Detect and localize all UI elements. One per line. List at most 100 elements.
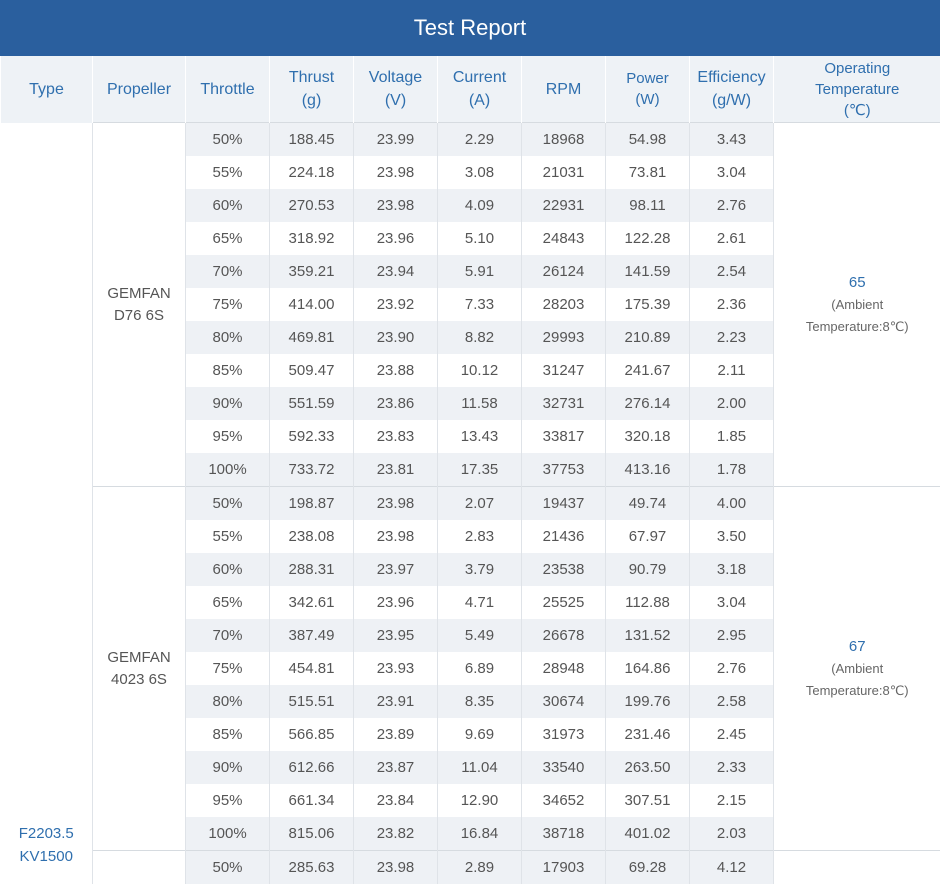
efficiency-cell: 2.61 <box>689 222 774 255</box>
thrust-cell: 509.47 <box>269 354 354 387</box>
table-row: 70% 387.49 23.95 5.49 26678 131.52 2.95 <box>1 619 940 652</box>
throttle-cell: 55% <box>185 520 270 553</box>
rpm-cell: 28203 <box>521 288 606 321</box>
power-cell: 210.89 <box>605 321 690 354</box>
rpm-cell: 29993 <box>521 321 606 354</box>
temperature-value: 65 <box>848 273 866 291</box>
ambient-temperature-note: (Ambient <box>831 660 884 676</box>
current-cell: 5.10 <box>437 222 522 255</box>
thrust-cell: 566.85 <box>269 718 354 751</box>
voltage-cell: 23.98 <box>353 520 438 553</box>
efficiency-cell: 3.18 <box>689 553 774 586</box>
thrust-cell: 359.21 <box>269 255 354 288</box>
voltage-cell: 23.97 <box>353 553 438 586</box>
current-cell: 2.83 <box>437 520 522 553</box>
operating-temperature-cell <box>773 850 940 884</box>
efficiency-cell: 2.03 <box>689 817 774 851</box>
ambient-temperature-note: Temperature:8℃) <box>805 318 909 334</box>
throttle-cell: 50% <box>185 486 270 520</box>
propeller-label: 4023 6S <box>111 670 167 688</box>
efficiency-cell: 2.36 <box>689 288 774 321</box>
temperature-value: 67 <box>848 637 866 655</box>
table-row: 90% 551.59 23.86 11.58 32731 276.14 2.00 <box>1 387 940 420</box>
throttle-cell: 60% <box>185 553 270 586</box>
rpm-cell: 34652 <box>521 784 606 817</box>
header-temperature: Operating Temperature (℃) <box>773 56 940 123</box>
throttle-cell: 50% <box>185 122 270 156</box>
throttle-cell: 60% <box>185 189 270 222</box>
current-cell: 16.84 <box>437 817 522 851</box>
power-cell: 413.16 <box>605 453 690 487</box>
table-row: 90% 612.66 23.87 11.04 33540 263.50 2.33 <box>1 751 940 784</box>
current-cell: 3.08 <box>437 156 522 189</box>
table-row: GEMFAN 4023 6S 50% 198.87 23.98 2.07 19437 49.7… <box>1 486 940 851</box>
table-row: 95% 592.33 23.83 13.43 33817 320.18 1.85 <box>1 420 940 453</box>
header-current: Current (A) <box>437 56 522 123</box>
ambient-temperature-note: Temperature:8℃) <box>805 682 909 698</box>
operating-temperature-cell: 65 (Ambient Temperature:8℃) <box>773 122 940 487</box>
voltage-cell: 23.98 <box>353 156 438 189</box>
header-propeller: Propeller <box>92 56 186 123</box>
propeller-cell <box>92 850 186 884</box>
table-row: F2203.5 KV1500 GEMFAN D76 6S 50% 188.45 23.99 2… <box>0 122 940 884</box>
table-row: 55% 238.08 23.98 2.83 21436 67.97 3.50 <box>1 520 940 553</box>
table-row: 85% 566.85 23.89 9.69 31973 231.46 2.45 <box>1 718 940 751</box>
efficiency-cell: 2.76 <box>689 652 774 685</box>
thrust-cell: 318.92 <box>269 222 354 255</box>
current-cell: 2.89 <box>437 850 522 884</box>
header-row: Type Propeller Throttle Thrust (g) Voltag… <box>0 56 940 123</box>
throttle-cell: 95% <box>185 420 270 453</box>
table-row: 100% 733.72 23.81 17.35 37753 413.16 1.78 <box>1 453 940 487</box>
table-row: 80% 469.81 23.90 8.82 29993 210.89 2.23 <box>1 321 940 354</box>
current-cell: 2.07 <box>437 486 522 520</box>
rpm-cell: 21031 <box>521 156 606 189</box>
thrust-cell: 414.00 <box>269 288 354 321</box>
motor-type-label: F2203.5 <box>18 825 74 842</box>
power-cell: 98.11 <box>605 189 690 222</box>
table-row: 65% 342.61 23.96 4.71 25525 112.88 3.04 <box>1 586 940 619</box>
rpm-cell: 26678 <box>521 619 606 652</box>
current-cell: 3.79 <box>437 553 522 586</box>
rpm-cell: 24843 <box>521 222 606 255</box>
power-cell: 276.14 <box>605 387 690 420</box>
voltage-cell: 23.91 <box>353 685 438 718</box>
efficiency-cell: 2.33 <box>689 751 774 784</box>
power-cell: 122.28 <box>605 222 690 255</box>
report-title: Test Report <box>0 0 940 56</box>
power-cell: 175.39 <box>605 288 690 321</box>
rpm-cell: 33540 <box>521 751 606 784</box>
propeller-cell: GEMFAN D76 6S <box>92 122 186 487</box>
power-cell: 263.50 <box>605 751 690 784</box>
table-row: 100% 815.06 23.82 16.84 38718 401.02 2.03 <box>1 817 940 851</box>
efficiency-cell: 2.11 <box>689 354 774 387</box>
efficiency-cell: 2.00 <box>689 387 774 420</box>
power-cell: 131.52 <box>605 619 690 652</box>
efficiency-cell: 2.58 <box>689 685 774 718</box>
table-row: 65% 318.92 23.96 5.10 24843 122.28 2.61 <box>1 222 940 255</box>
power-cell: 69.28 <box>605 850 690 884</box>
rpm-cell: 28948 <box>521 652 606 685</box>
voltage-cell: 23.88 <box>353 354 438 387</box>
current-cell: 7.33 <box>437 288 522 321</box>
thrust-cell: 815.06 <box>269 817 354 851</box>
efficiency-cell: 3.50 <box>689 520 774 553</box>
throttle-cell: 85% <box>185 354 270 387</box>
header-voltage: Voltage (V) <box>353 56 438 123</box>
efficiency-cell: 4.12 <box>689 850 774 884</box>
thrust-cell: 733.72 <box>269 453 354 487</box>
voltage-cell: 23.98 <box>353 189 438 222</box>
motor-type-label: KV1500 <box>19 848 73 865</box>
operating-temperature-cell: 67 (Ambient Temperature:8℃) <box>773 486 940 851</box>
current-cell: 5.49 <box>437 619 522 652</box>
thrust-cell: 515.51 <box>269 685 354 718</box>
power-cell: 90.79 <box>605 553 690 586</box>
table-row: 55% 224.18 23.98 3.08 21031 73.81 3.04 <box>1 156 940 189</box>
current-cell: 8.82 <box>437 321 522 354</box>
power-cell: 164.86 <box>605 652 690 685</box>
rpm-cell: 31973 <box>521 718 606 751</box>
rpm-cell: 26124 <box>521 255 606 288</box>
efficiency-cell: 3.04 <box>689 156 774 189</box>
rpm-cell: 23538 <box>521 553 606 586</box>
throttle-cell: 50% <box>185 850 270 884</box>
